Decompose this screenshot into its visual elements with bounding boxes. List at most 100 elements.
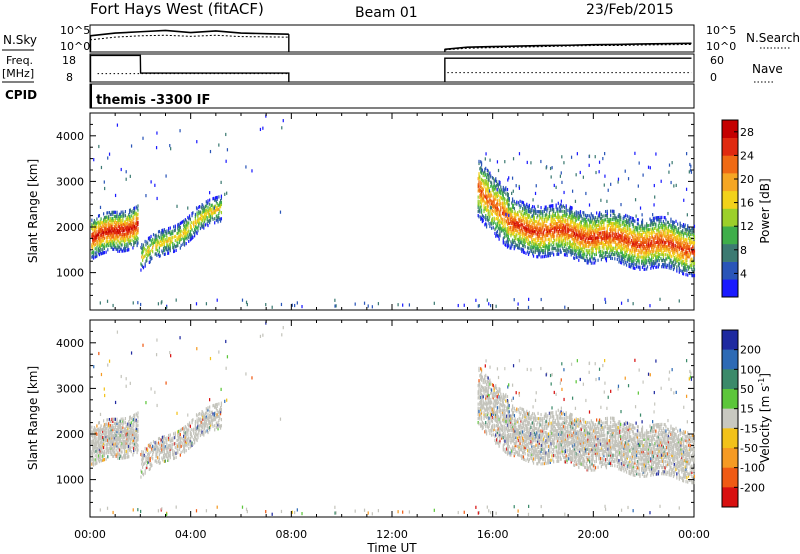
power-cell <box>524 216 526 220</box>
power-cell <box>538 242 541 247</box>
power-cell <box>118 218 120 223</box>
power-cell <box>477 201 479 205</box>
power-cell <box>163 242 166 246</box>
power-cell <box>123 224 126 228</box>
power-cell <box>482 173 484 178</box>
power-cell <box>499 201 501 205</box>
power-cell <box>200 213 202 218</box>
power-cell <box>334 298 336 302</box>
power-cell <box>493 187 495 192</box>
power-cell <box>520 247 522 251</box>
power-cell <box>616 257 618 261</box>
power-cell <box>529 210 531 214</box>
power-cell <box>528 214 530 218</box>
power-cell <box>135 211 137 215</box>
power-cell <box>492 203 494 207</box>
power-cell <box>479 200 481 204</box>
power-cell <box>94 251 96 255</box>
power-cell <box>180 243 182 248</box>
power-cell <box>124 236 127 240</box>
power-cell <box>516 223 518 227</box>
freq-series-line <box>89 54 290 82</box>
power-cell <box>511 215 514 220</box>
power-cell <box>510 209 512 213</box>
power-cell <box>479 177 481 181</box>
power-cell <box>102 238 105 243</box>
power-cell <box>683 198 685 202</box>
power-cell <box>585 191 587 196</box>
power-cell <box>167 251 169 255</box>
velocity-cell <box>96 432 98 436</box>
power-cell <box>131 220 133 224</box>
power-cell <box>534 240 536 244</box>
power-cell <box>531 225 533 229</box>
power-cell <box>542 212 544 216</box>
power-cell <box>136 213 138 217</box>
power-cell <box>155 237 157 241</box>
power-cell <box>259 127 262 132</box>
power-cell <box>507 219 509 223</box>
power-cell <box>542 249 544 253</box>
power-cell <box>128 237 130 242</box>
power-cell <box>214 204 217 208</box>
power-cell <box>587 214 589 218</box>
power-cell <box>91 255 93 259</box>
power-cell <box>160 243 162 247</box>
power-cell <box>505 192 507 196</box>
power-cell <box>179 129 181 133</box>
power-cell <box>494 231 496 236</box>
power-cell <box>676 265 678 269</box>
power-cell <box>501 191 504 195</box>
power-cell <box>681 236 683 240</box>
power-cell <box>527 223 529 227</box>
power-cell <box>642 173 644 177</box>
power-cell <box>482 171 484 176</box>
power-cell <box>538 253 541 257</box>
power-cell <box>523 207 525 211</box>
power-cell <box>539 212 541 216</box>
power-cell <box>118 233 121 237</box>
power-cell <box>486 298 488 302</box>
power-cell <box>508 196 510 201</box>
power-cell <box>183 229 186 233</box>
power-cell <box>208 213 210 217</box>
power-cell <box>538 214 541 218</box>
power-cell <box>123 212 125 216</box>
power-cell <box>510 211 512 215</box>
power-cell <box>485 218 487 222</box>
power-cell <box>206 216 208 220</box>
power-cell <box>133 239 135 243</box>
power-cell <box>504 240 506 245</box>
power-cell <box>482 198 484 202</box>
power-cell <box>109 243 111 247</box>
power-cell <box>564 305 566 309</box>
power-cell <box>95 236 97 240</box>
power-cell <box>154 236 156 240</box>
power-cell <box>526 202 528 206</box>
power-cell <box>475 298 477 302</box>
power-cell <box>520 222 522 226</box>
power-cell <box>538 245 541 249</box>
power-cell <box>480 198 483 202</box>
power-cell <box>507 227 510 232</box>
power-cell <box>511 197 514 201</box>
power-cell <box>137 204 139 208</box>
power-cell <box>536 232 538 236</box>
power-cell <box>148 252 150 256</box>
power-cell <box>513 298 515 302</box>
power-cell <box>543 207 546 211</box>
power-cell <box>517 240 520 244</box>
power-cell <box>158 246 161 250</box>
power-cell <box>110 233 112 237</box>
power-cell <box>113 247 115 251</box>
power-cell <box>506 213 508 217</box>
power-cell <box>527 227 529 231</box>
power-cell <box>147 236 150 241</box>
power-cell <box>506 231 509 235</box>
power-cell <box>479 175 481 179</box>
power-cell <box>161 249 163 253</box>
power-cell <box>516 225 518 229</box>
power-cell <box>693 267 696 272</box>
power-cell <box>610 182 612 186</box>
power-cell <box>512 189 514 193</box>
